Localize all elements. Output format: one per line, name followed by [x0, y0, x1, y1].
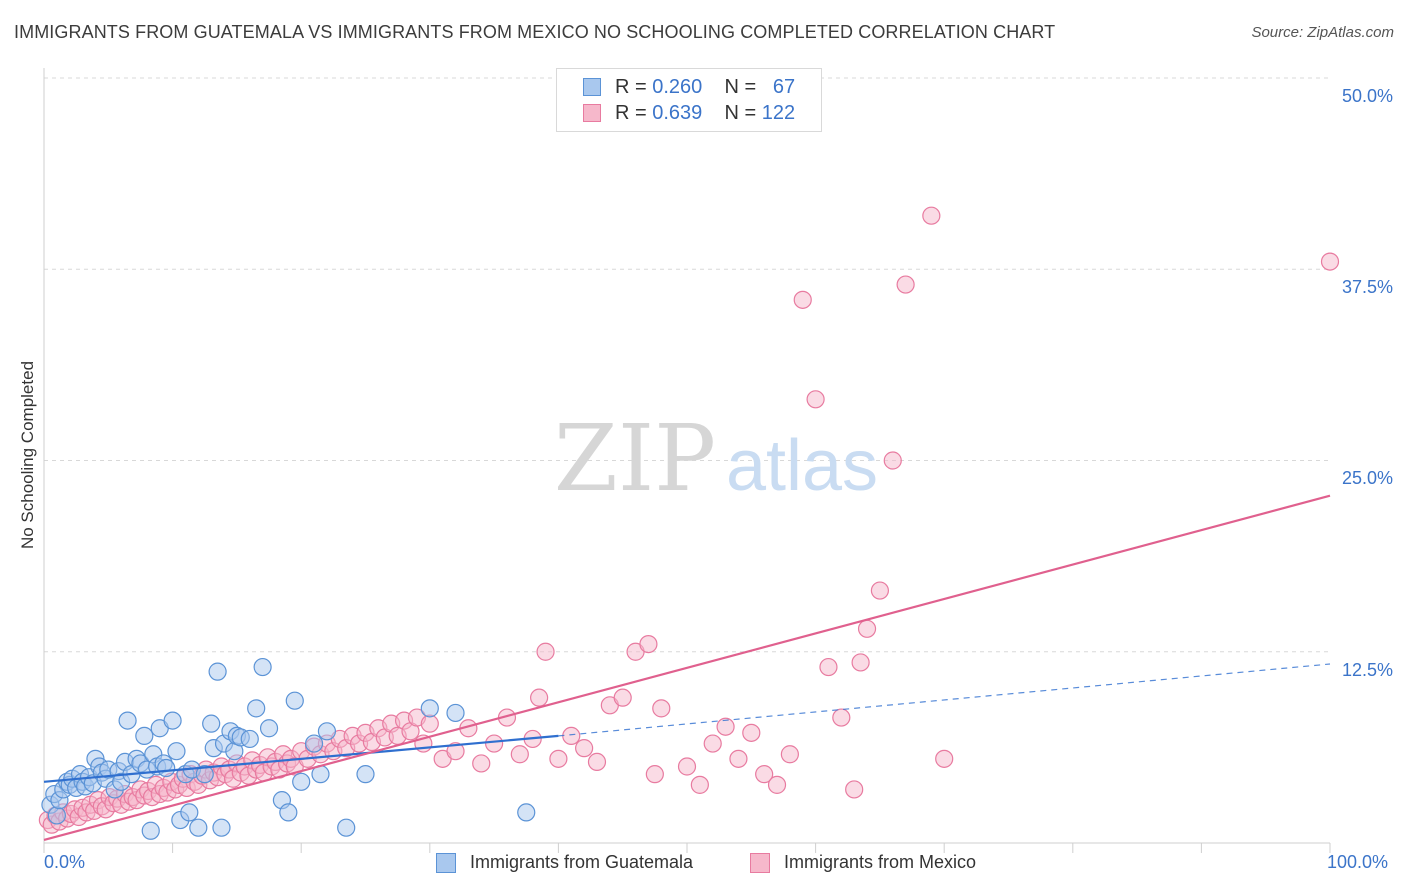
guatemala-point [195, 765, 214, 784]
mexico-point [857, 619, 877, 638]
guatemala-point [208, 662, 227, 681]
mexico-point [819, 657, 838, 677]
legend-swatch-guatemala [583, 78, 601, 96]
guatemala-point [446, 703, 465, 723]
chart-title: IMMIGRANTS FROM GUATEMALA VS IMMIGRANTS … [14, 22, 1056, 42]
mexico-point [870, 581, 890, 600]
guatemala-point [304, 734, 324, 753]
mexico-point [549, 749, 568, 768]
source-credit: Source: ZipAtlas.com [1251, 24, 1394, 41]
guatemala-point [253, 657, 272, 677]
mexico-point [793, 290, 812, 309]
y-tick-label-12-5: 12.5% [1341, 660, 1393, 680]
guatemala-point [189, 818, 208, 837]
mexico-point [729, 749, 748, 768]
mexico-point [755, 765, 774, 784]
mexico-point [639, 634, 658, 654]
mexico-point [446, 742, 465, 761]
guatemala-trend-line [43, 734, 559, 783]
legend-r-guatemala: 0.260 [652, 76, 703, 98]
guatemala-point [157, 758, 176, 778]
guatemala-point [285, 691, 304, 710]
legend-n-label: N = [724, 102, 757, 124]
mexico-point [716, 717, 735, 736]
y-tick-label-37-5: 37.5% [1341, 277, 1393, 297]
x-tick-label-100: 100.0% [1327, 852, 1389, 872]
guatemala-point [180, 803, 199, 822]
mexico-trend-line [43, 494, 1331, 842]
bottom-legend-swatch-mexico [750, 853, 770, 873]
mexico-point [677, 757, 697, 776]
watermark-atlas: atlas [726, 426, 878, 506]
guatemala-point [167, 742, 186, 761]
mexico-point [587, 752, 607, 772]
gridlines [44, 77, 1330, 653]
mexico-point [1320, 252, 1340, 271]
legend-r-label: R = [615, 76, 647, 98]
trend-lines [43, 494, 1331, 842]
guatemala-point [517, 803, 536, 822]
guatemala-point [202, 714, 221, 733]
mexico-point [613, 688, 632, 707]
axes [43, 68, 1331, 853]
y-tick-label-50: 50.0% [1341, 86, 1393, 106]
mexico-point [896, 275, 915, 294]
guatemala-point [141, 821, 160, 840]
legend-swatch-mexico [583, 104, 601, 122]
mexico-point [485, 734, 504, 753]
mexico-point [935, 749, 954, 768]
mexico-point [575, 739, 594, 758]
mexico-point [703, 734, 722, 753]
mexico-point [690, 775, 709, 794]
mexico-point [742, 723, 761, 742]
mexico-point [420, 714, 439, 733]
mexico-point [530, 688, 549, 707]
guatemala-point [163, 711, 182, 730]
guatemala-point [135, 726, 154, 746]
legend-n-guatemala: 67 [772, 76, 796, 98]
legend-n-label: N = [724, 76, 757, 98]
guatemala-point [279, 803, 298, 822]
guatemala-point [118, 711, 137, 730]
mexico-point [832, 708, 851, 727]
guatemala-point [420, 699, 439, 718]
guatemala-point [240, 729, 259, 749]
guatemala-point [292, 772, 311, 791]
mexico-point [806, 390, 825, 409]
legend-r-mexico: 0.639 [652, 102, 703, 124]
mexico-point [645, 765, 664, 784]
mexico-point [767, 775, 787, 794]
series-guatemala-points [41, 657, 536, 840]
guatemala-point [356, 765, 375, 784]
mexico-point [472, 754, 491, 773]
bottom-legend-label-guatemala: Immigrants from Guatemala [470, 852, 694, 872]
legend-n-mexico: 122 [761, 102, 796, 124]
guatemala-point [317, 722, 337, 741]
correlation-legend: R = 0.260 N = 67 R = 0.639 N = 122 [556, 68, 822, 132]
guatemala-point [212, 818, 231, 837]
mexico-point [922, 206, 941, 225]
mexico-point [562, 726, 581, 746]
bottom-legend-swatch-guatemala [436, 853, 456, 873]
y-tick-label-25: 25.0% [1341, 468, 1393, 488]
guatemala-trend-extension [558, 663, 1331, 737]
mexico-point [780, 745, 799, 764]
mexico-point [536, 642, 555, 661]
mexico-point [510, 745, 529, 764]
mexico-point [883, 451, 902, 470]
guatemala-point [259, 719, 279, 738]
x-tick-label-0: 0.0% [44, 852, 86, 872]
mexico-point [652, 699, 671, 718]
mexico-point [851, 653, 870, 672]
watermark-zip: ZIP [554, 405, 716, 512]
guatemala-point [337, 818, 356, 837]
guatemala-point [47, 806, 66, 825]
bottom-legend-label-mexico: Immigrants from Mexico [784, 852, 977, 872]
mexico-point [845, 780, 864, 799]
guatemala-point [247, 699, 266, 718]
legend-r-label: R = [615, 102, 647, 124]
